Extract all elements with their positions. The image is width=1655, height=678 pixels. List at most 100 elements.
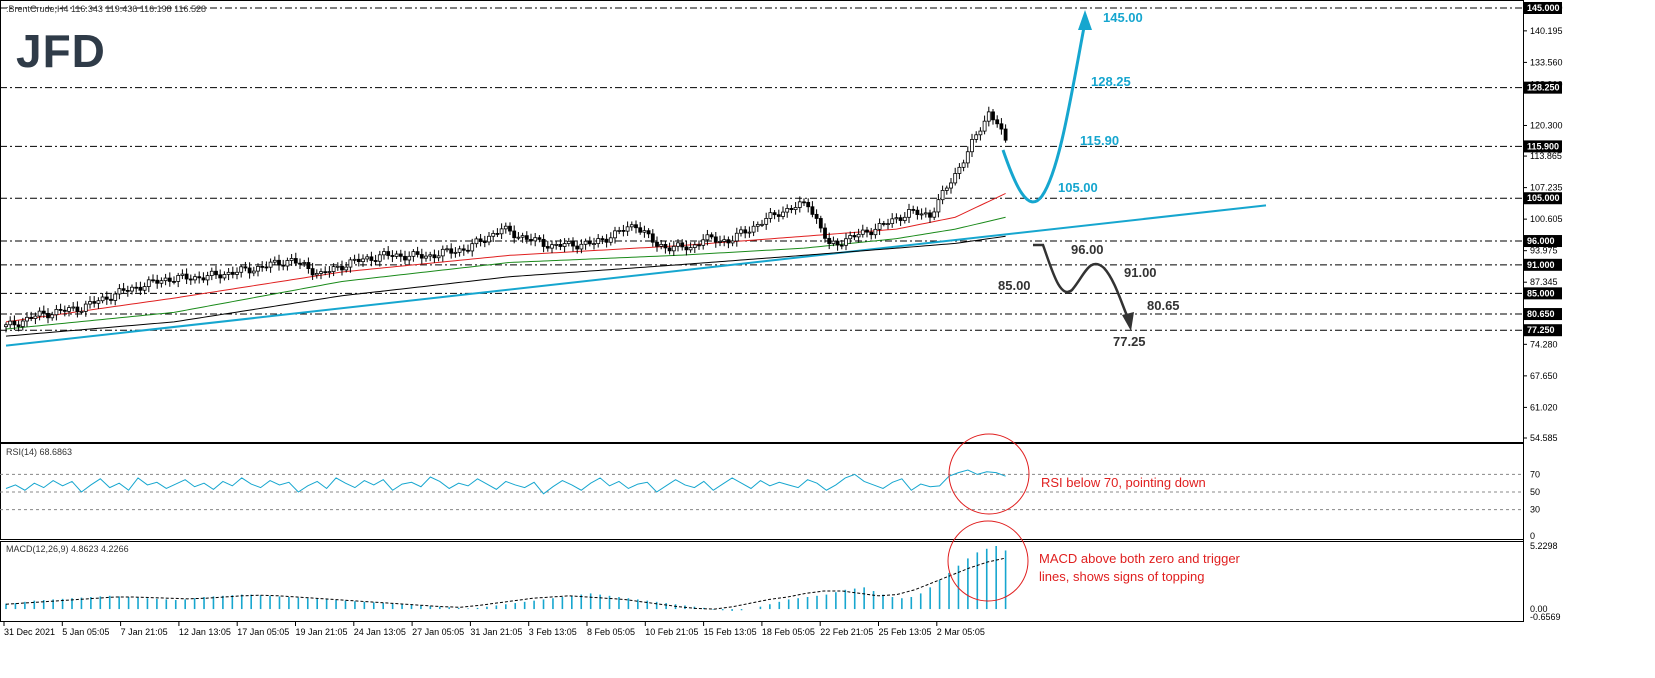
candle-body [823, 227, 827, 239]
candle-body [671, 245, 676, 252]
candle-body [902, 216, 907, 221]
candle-body [453, 251, 458, 254]
candle-body [167, 277, 172, 282]
candle-body [898, 217, 903, 221]
candle-body [793, 207, 798, 211]
level-tag-box [1524, 235, 1562, 248]
candle-body [524, 235, 529, 240]
candle-body [718, 241, 722, 243]
candle-body [457, 248, 462, 253]
candle-body [512, 230, 517, 239]
candle-body [83, 303, 88, 312]
logo: JFD [16, 25, 106, 77]
candle-body [575, 245, 580, 250]
rsi-axis-labels: 70 50 30 0 [1530, 469, 1540, 541]
candle-body [550, 244, 554, 249]
rsi-highlight-circle [948, 433, 1030, 515]
time-tick-label: 19 Jan 21:05 [296, 627, 348, 637]
candle-body [760, 223, 764, 226]
macd-tick-label: 0.00 [1530, 604, 1548, 614]
candle-body [877, 223, 882, 230]
candle-body [499, 228, 504, 235]
candle-body [697, 244, 701, 247]
candle-body [932, 211, 937, 218]
candle-body [176, 275, 181, 282]
macd-histogram [5, 545, 1007, 611]
candle-body [352, 258, 357, 261]
candle-body [629, 224, 634, 228]
candle-body [432, 254, 437, 259]
candle-body [184, 273, 189, 280]
level-tag-box [1524, 81, 1562, 94]
macd-tick-label: -0.6569 [1530, 612, 1561, 622]
candle-body [104, 296, 109, 300]
candle-body [478, 238, 483, 242]
candle-body [919, 213, 924, 216]
candle-body [944, 187, 949, 191]
label-96: 96.00 [1071, 242, 1104, 257]
candle-body [4, 324, 8, 328]
candle-body [436, 255, 441, 259]
time-tick-label: 17 Jan 05:05 [237, 627, 289, 637]
moving-average-mid [5, 216, 1006, 330]
candle-body [508, 225, 512, 232]
candle-body [193, 276, 197, 281]
candle-body [466, 249, 470, 252]
price-tick-label: 133.560 [1530, 57, 1563, 67]
candle-body [751, 225, 756, 233]
macd-title: MACD(12,26,9) 4.8623 4.2266 [6, 544, 129, 554]
candle-body [529, 238, 533, 242]
candle-body [835, 240, 840, 246]
candle-body [310, 268, 315, 276]
candle-body [495, 233, 500, 235]
candle-body [335, 265, 340, 268]
candle-body [831, 240, 836, 244]
candle-body [655, 241, 659, 247]
candle-body [260, 266, 265, 268]
candle-body [940, 190, 945, 201]
candle-body [54, 309, 59, 316]
price-tick-label: 100.605 [1530, 214, 1563, 224]
rsi-line [5, 469, 1006, 495]
macd-highlight-circle [947, 520, 1029, 602]
time-tick-label: 27 Jan 05:05 [412, 627, 464, 637]
candle-body [974, 134, 979, 140]
rsi-tick-label: 30 [1530, 505, 1540, 515]
label-115-90: 115.90 [1080, 133, 1119, 148]
candle-body [100, 296, 105, 302]
candle-body [772, 212, 777, 216]
price-tick-label: 120.300 [1530, 120, 1563, 130]
candle-body [860, 229, 865, 235]
candle-body [214, 270, 218, 276]
moving-average-slow [5, 235, 1006, 337]
time-tick-label: 2 Mar 05:05 [937, 627, 985, 637]
candle-body [222, 274, 227, 279]
price-tick-label: 87.345 [1530, 277, 1558, 287]
candle-body [134, 286, 139, 289]
level-tag-box [1524, 2, 1562, 14]
candle-body [424, 255, 428, 259]
candle-body [625, 226, 630, 232]
scenario-up-arrowhead [1078, 10, 1092, 30]
candle-body [558, 243, 563, 247]
macd-panel-frame [0, 541, 1524, 622]
candle-body [281, 264, 286, 267]
moving-average-fast [5, 193, 1006, 323]
level-tag-text: 115.900 [1527, 141, 1559, 151]
candle-body [440, 248, 445, 257]
candle-body [957, 166, 962, 174]
candle-body [986, 111, 991, 122]
time-tick-label: 15 Feb 13:05 [704, 627, 757, 637]
candle-body [936, 199, 941, 213]
time-tick-label: 18 Feb 05:05 [762, 627, 815, 637]
candle-body [911, 209, 916, 211]
candle-body [419, 254, 424, 259]
candle-body [398, 253, 403, 257]
level-tag-box [1524, 308, 1562, 321]
candle-body [608, 237, 613, 243]
candle-body [571, 240, 575, 247]
candle-body [713, 236, 718, 243]
candle-body [71, 306, 76, 309]
candle-body [928, 212, 932, 218]
candle-body [596, 238, 601, 244]
